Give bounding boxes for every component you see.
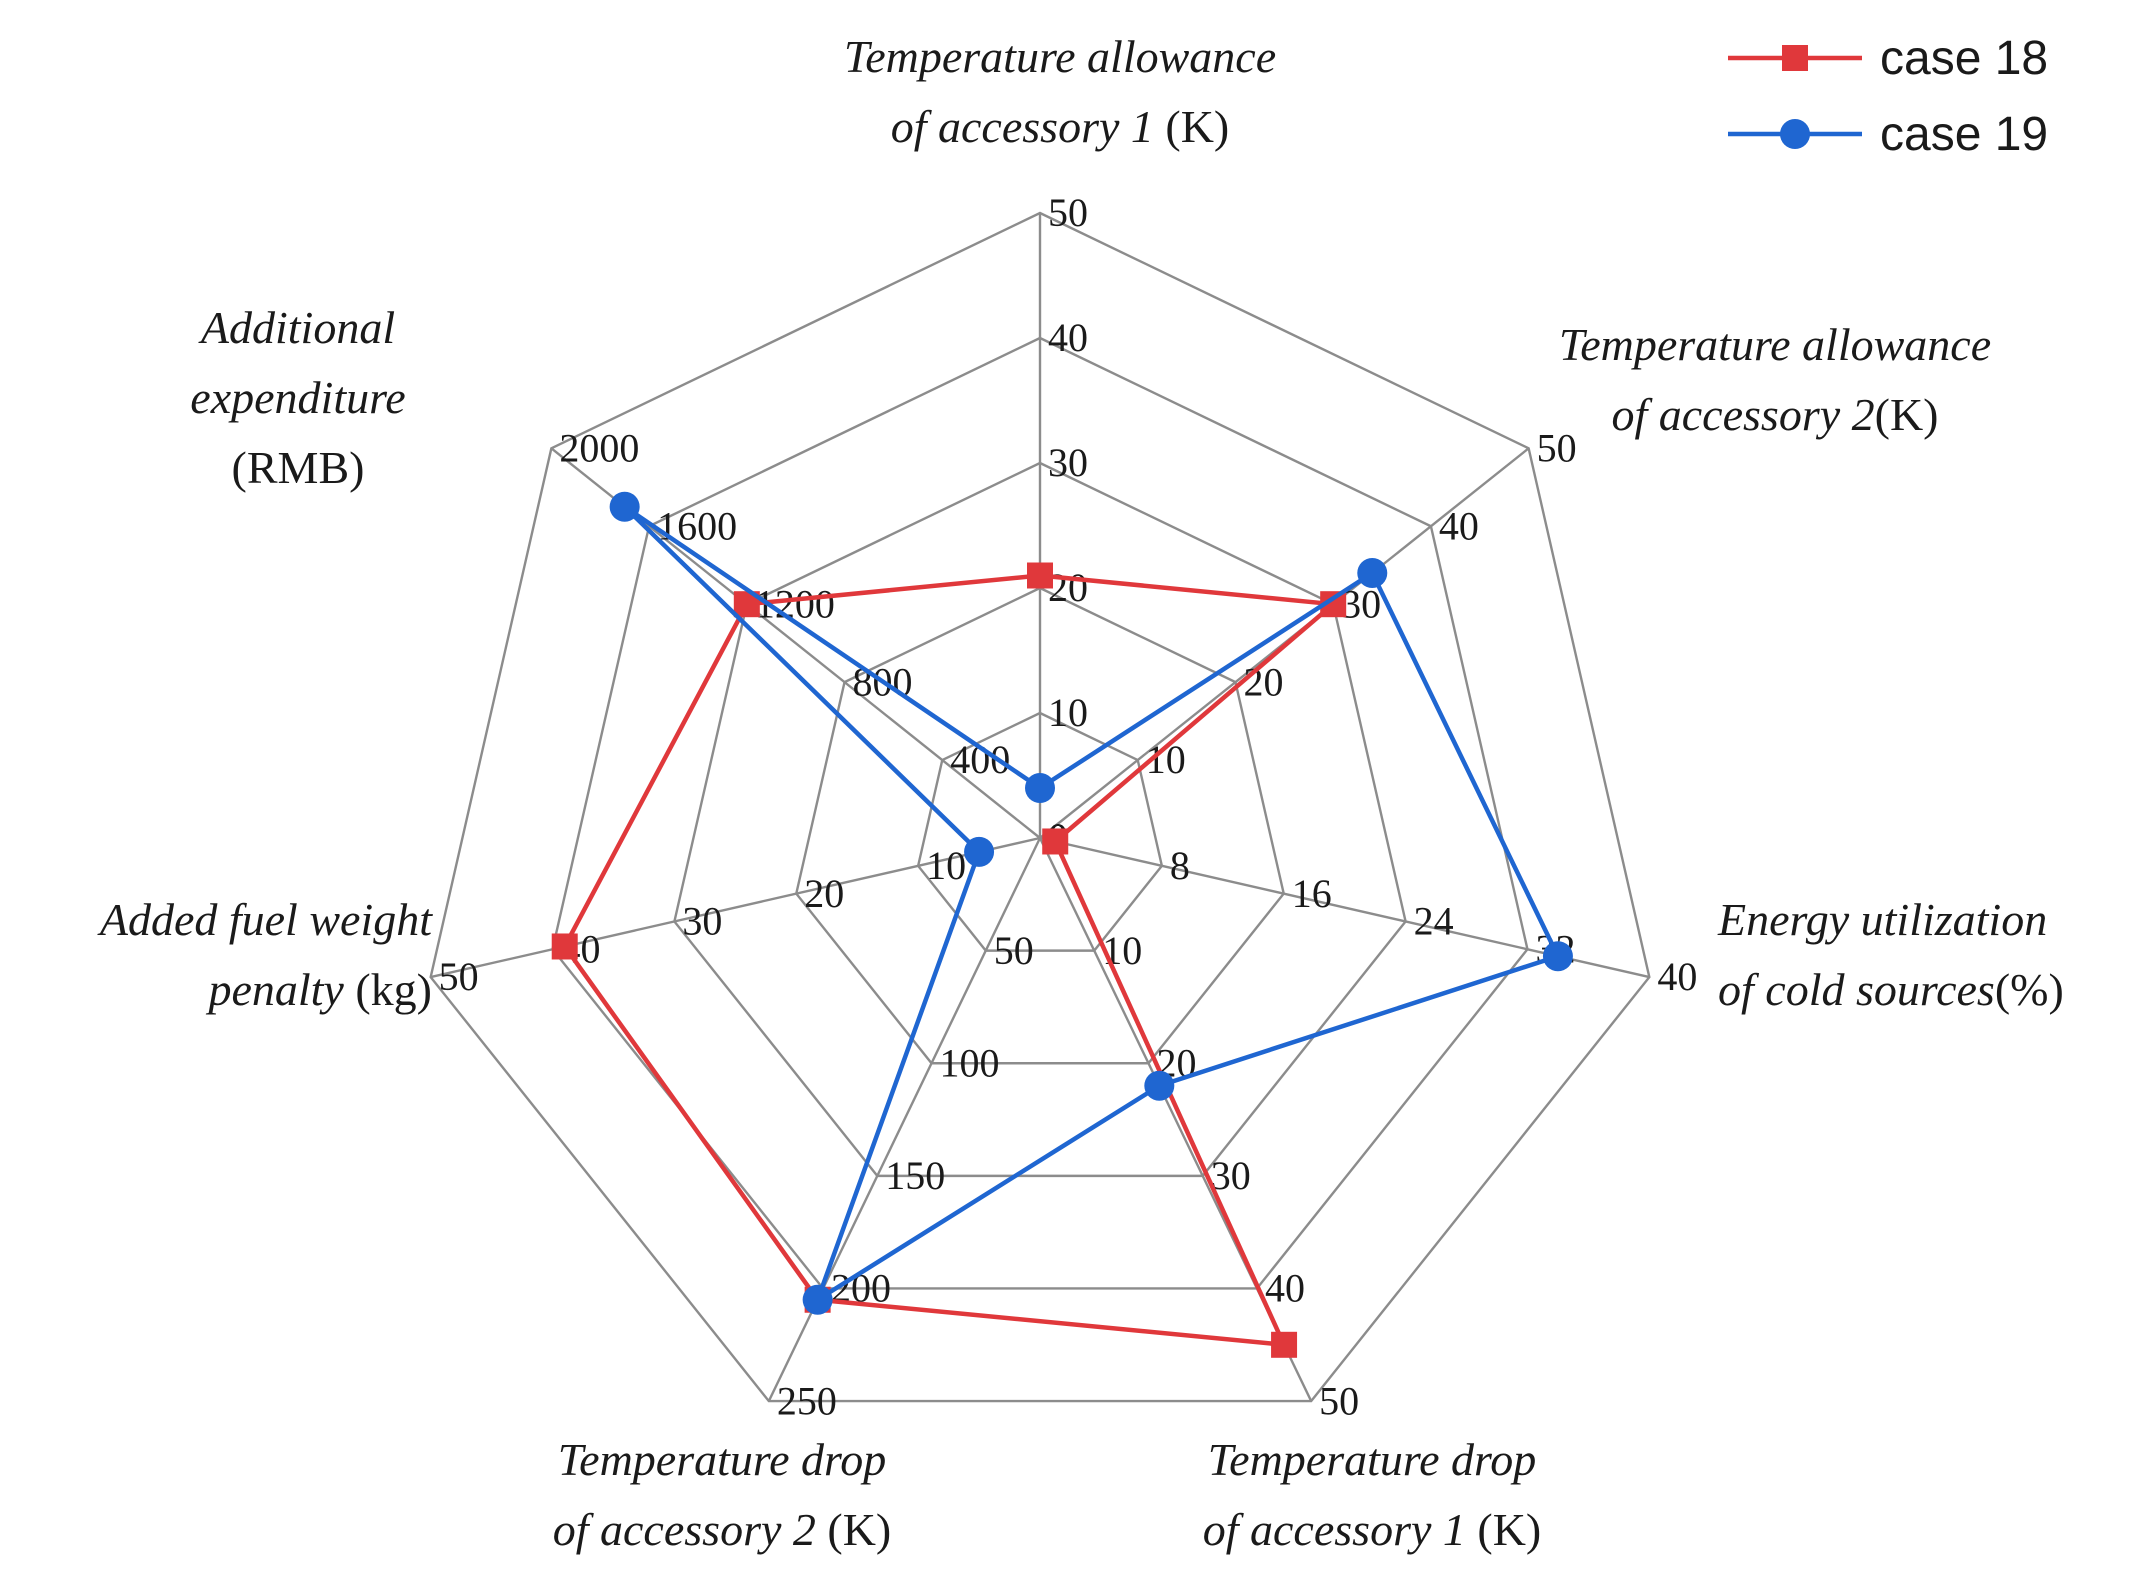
series2-point-axis7 bbox=[609, 491, 640, 522]
grid-ring-4 bbox=[551, 336, 1529, 1290]
tick-label-axis6-1: 10 bbox=[926, 843, 966, 888]
tick-label-axis6-3: 30 bbox=[682, 899, 722, 944]
axis-title-6-line1-part1: Added fuel weight bbox=[97, 894, 433, 945]
tick-label-axis4-3: 30 bbox=[1211, 1153, 1251, 1198]
tick-label-axis5-2: 100 bbox=[940, 1040, 1000, 1085]
axis-title-7: Additional expenditure (RMB) bbox=[190, 302, 405, 493]
axis-titles: Temperature allowance of accessory 1 (K)T… bbox=[97, 31, 2064, 1555]
tick-label-axis3-5: 40 bbox=[1657, 954, 1697, 999]
tick-label-axis1-5: 50 bbox=[1048, 190, 1088, 235]
axis-title-2-line1-part1: Temperature allowance bbox=[1559, 319, 1991, 370]
tick-label-axis1-4: 40 bbox=[1048, 315, 1088, 360]
tick-label-axis6-5: 50 bbox=[439, 954, 479, 999]
grid-ring-2 bbox=[794, 586, 1286, 1065]
tick-label-axis1-3: 30 bbox=[1048, 440, 1088, 485]
axis-title-3-line2-part2: (%) bbox=[1995, 964, 2064, 1015]
tick-label-axis1-2: 20 bbox=[1048, 565, 1088, 610]
tick-label-axis3-2: 16 bbox=[1292, 871, 1332, 916]
axis-title-3: Energy utilization of cold sources(%) bbox=[1717, 894, 2064, 1015]
tick-label-axis5-5: 250 bbox=[777, 1378, 837, 1423]
axis-title-7-line1-part1: Additional bbox=[198, 302, 395, 353]
series-line-case-18 bbox=[562, 573, 1336, 1348]
axis-title-1: Temperature allowance of accessory 1 (K) bbox=[844, 31, 1276, 152]
tick-labels: 0102030405001020304050081624324001020304… bbox=[439, 190, 1698, 1423]
series1-point-axis4 bbox=[1271, 1331, 1298, 1358]
legend-marker-1 bbox=[1782, 45, 1808, 71]
series2-point-axis6 bbox=[964, 836, 995, 867]
axis-title-4-line1-part1: Temperature drop bbox=[1208, 1434, 1536, 1485]
tick-label-axis2-5: 50 bbox=[1537, 425, 1577, 470]
tick-label-axis7-4: 1600 bbox=[657, 503, 737, 548]
tick-label-axis2-4: 40 bbox=[1439, 503, 1479, 548]
grid-ring-5 bbox=[429, 211, 1651, 1403]
tick-label-axis4-4: 40 bbox=[1265, 1266, 1305, 1311]
axis-title-1-line1-part1: Temperature allowance bbox=[844, 31, 1276, 82]
axis-title-6: Added fuel weight penalty (kg) bbox=[97, 894, 433, 1015]
tick-label-axis3-3: 24 bbox=[1414, 899, 1454, 944]
tick-label-axis1-1: 10 bbox=[1048, 690, 1088, 735]
axis-title-4-line2-part2: (K) bbox=[1466, 1504, 1541, 1555]
legend-label-2: case 19 bbox=[1880, 108, 2048, 161]
axis-title-2: Temperature allowance of accessory 2(K) bbox=[1559, 319, 1991, 440]
tick-label-axis7-5: 2000 bbox=[559, 425, 639, 470]
series1-point-axis1 bbox=[1027, 562, 1053, 589]
axis-title-4-line2-part1: of accessory 1 bbox=[1203, 1504, 1466, 1555]
axis-title-5-line2-part1: of accessory 2 bbox=[553, 1504, 816, 1555]
axis-title-2-line2-part1: of accessory 2 bbox=[1611, 389, 1874, 440]
tick-label-axis3-1: 8 bbox=[1170, 843, 1190, 888]
tick-label-axis4-1: 10 bbox=[1102, 928, 1142, 973]
tick-label-axis2-2: 20 bbox=[1243, 659, 1283, 704]
tick-label-axis4-5: 50 bbox=[1319, 1378, 1359, 1423]
axis-title-4: Temperature drop of accessory 1 (K) bbox=[1203, 1434, 1542, 1555]
series2-point-axis1 bbox=[1025, 773, 1055, 803]
axis-title-5-line1-part1: Temperature drop bbox=[558, 1434, 886, 1485]
series1-point-axis3 bbox=[1042, 828, 1069, 855]
axis-title-7-line2-part1: expenditure bbox=[190, 372, 405, 423]
legend-marker-2 bbox=[1780, 119, 1810, 149]
axis-title-1-line2-part2: (K) bbox=[1154, 101, 1229, 152]
axis-spoke-6 bbox=[430, 836, 1041, 979]
axis-title-3-line1-part1: Energy utilization bbox=[1717, 894, 2047, 945]
series2-point-axis3 bbox=[1542, 941, 1573, 972]
tick-label-axis6-2: 20 bbox=[804, 871, 844, 916]
tick-label-axis5-3: 150 bbox=[885, 1153, 945, 1198]
series1-point-axis6 bbox=[551, 933, 578, 960]
series2-point-axis4 bbox=[1144, 1070, 1175, 1101]
legend: case 18 case 19 bbox=[1728, 32, 2048, 161]
axis-title-6-line2-part2: (kg) bbox=[344, 964, 432, 1015]
series-layer bbox=[551, 491, 1573, 1358]
radar-grid bbox=[429, 211, 1651, 1403]
tick-label-axis5-1: 50 bbox=[994, 928, 1034, 973]
axis-title-6-line2-part1: penalty bbox=[205, 964, 344, 1015]
axis-title-5-line2-part2: (K) bbox=[816, 1504, 891, 1555]
series-line-case-19 bbox=[622, 504, 1561, 1302]
grid-ring-3 bbox=[673, 461, 1407, 1178]
legend-label-1: case 18 bbox=[1880, 32, 2048, 85]
axis-title-7-line3-part1: (RMB) bbox=[232, 442, 365, 493]
series2-point-axis2 bbox=[1357, 558, 1388, 589]
axis-title-2-line2-part2: (K) bbox=[1875, 389, 1939, 440]
series2-point-axis5 bbox=[802, 1284, 833, 1315]
axis-title-1-line2-part1: of accessory 1 bbox=[891, 101, 1154, 152]
grid-ring-1 bbox=[916, 711, 1164, 952]
axis-title-3-line2-part1: of cold sources bbox=[1718, 964, 1995, 1015]
axis-title-5: Temperature drop of accessory 2 (K) bbox=[553, 1434, 892, 1555]
